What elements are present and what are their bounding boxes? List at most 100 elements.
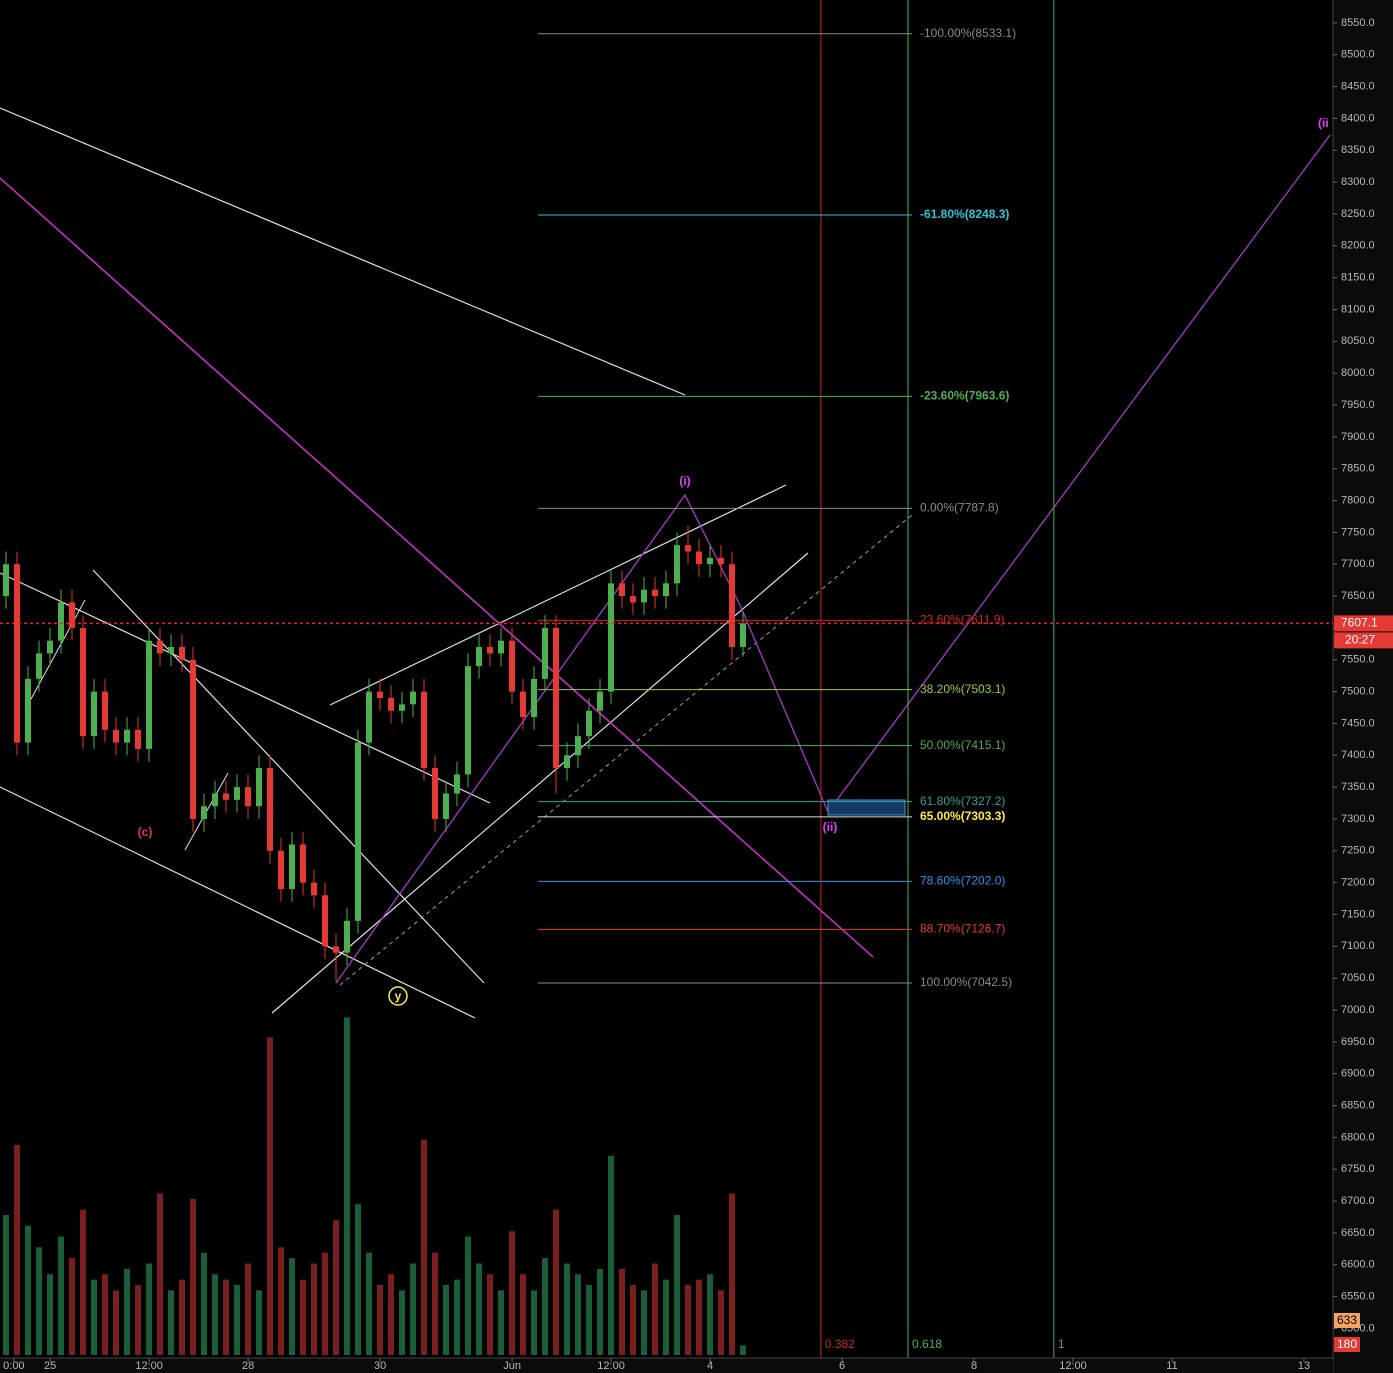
volume-bar bbox=[718, 1290, 724, 1355]
x-tick-label: 8 bbox=[971, 1360, 977, 1372]
x-tick-label: 13 bbox=[1298, 1360, 1310, 1372]
y-tick-label: 6650.0 bbox=[1341, 1227, 1375, 1239]
price-badge-label: 7607.1 bbox=[1341, 616, 1378, 630]
x-tick-label: 12:00 bbox=[597, 1360, 625, 1372]
volume-bar bbox=[179, 1279, 185, 1355]
price-badge bbox=[1334, 615, 1393, 632]
volume-bar bbox=[91, 1279, 97, 1355]
volume-bar bbox=[223, 1279, 229, 1355]
fib-label: -61.80%(8248.3) bbox=[920, 207, 1009, 221]
candle-body bbox=[498, 640, 504, 654]
volume-bar bbox=[190, 1198, 196, 1355]
volume-bar bbox=[377, 1285, 383, 1355]
fib-label: 100.00%(7042.5) bbox=[920, 975, 1012, 989]
y-tick-label: 8050.0 bbox=[1341, 335, 1375, 347]
y-tick-label: 7100.0 bbox=[1341, 940, 1375, 952]
last-volume-label: 180 bbox=[1337, 1337, 1357, 1351]
candle-body bbox=[256, 768, 262, 807]
volume-bar bbox=[597, 1268, 603, 1355]
x-axis-panel bbox=[0, 1358, 1333, 1373]
volume-bar bbox=[685, 1285, 691, 1355]
candle-body bbox=[531, 678, 537, 718]
candle-body bbox=[333, 946, 339, 953]
volume-bar bbox=[25, 1225, 31, 1355]
y-tick-label: 7900.0 bbox=[1341, 431, 1375, 443]
candle-body bbox=[124, 729, 130, 743]
fib-label: 78.60%(7202.0) bbox=[920, 874, 1005, 888]
y-tick-label: 7750.0 bbox=[1341, 526, 1375, 538]
y-tick-label: 8150.0 bbox=[1341, 272, 1375, 284]
candle-body bbox=[509, 640, 515, 692]
volume-bar bbox=[311, 1263, 317, 1355]
volume-bar bbox=[300, 1279, 306, 1355]
candle-body bbox=[366, 691, 372, 743]
candle-body bbox=[190, 659, 196, 819]
candle-body bbox=[223, 793, 229, 800]
volume-bar bbox=[520, 1274, 526, 1355]
volume-bar bbox=[146, 1263, 152, 1355]
y-tick-label: 8450.0 bbox=[1341, 81, 1375, 93]
y-tick-label: 6700.0 bbox=[1341, 1195, 1375, 1207]
volume-bar bbox=[443, 1285, 449, 1355]
y-tick-label: 7650.0 bbox=[1341, 590, 1375, 602]
x-tick-label: 6 bbox=[839, 1360, 845, 1372]
candle-body bbox=[47, 640, 53, 654]
y-tick-label: 7050.0 bbox=[1341, 972, 1375, 984]
volume-bar bbox=[465, 1236, 471, 1355]
volume-bar bbox=[476, 1263, 482, 1355]
candle-body bbox=[641, 589, 647, 603]
x-tick-label: 11 bbox=[1166, 1360, 1177, 1372]
candle-body bbox=[377, 691, 383, 698]
x-tick-label: 0:00 bbox=[3, 1360, 24, 1372]
candle-body bbox=[25, 678, 31, 743]
candle-body bbox=[311, 882, 317, 896]
volume-bar bbox=[157, 1193, 163, 1355]
volume-bar bbox=[366, 1252, 372, 1355]
volume-bar bbox=[509, 1231, 515, 1355]
candle-body bbox=[212, 793, 218, 807]
candle-body bbox=[443, 793, 449, 819]
volume-ma-badge bbox=[1334, 1313, 1360, 1328]
candle-body bbox=[58, 602, 64, 641]
fib-label: 38.20%(7503.1) bbox=[920, 682, 1005, 696]
y-tick-label: 7200.0 bbox=[1341, 877, 1375, 889]
candle-body bbox=[487, 647, 493, 654]
candle-body bbox=[707, 557, 713, 565]
candle-body bbox=[630, 596, 636, 603]
volume-bar bbox=[410, 1263, 416, 1355]
volume-bar bbox=[289, 1258, 295, 1355]
y-tick-label: 6950.0 bbox=[1341, 1036, 1375, 1048]
candle-body bbox=[36, 653, 42, 679]
y-tick-label: 6600.0 bbox=[1341, 1259, 1375, 1271]
candle-body bbox=[135, 729, 141, 749]
volume-bar bbox=[267, 1037, 273, 1355]
volume-bar bbox=[3, 1215, 9, 1355]
volume-bar bbox=[245, 1263, 251, 1355]
time-fib-label: 0.382 bbox=[825, 1337, 855, 1351]
fib-label: 23.60%(7611.9) bbox=[920, 613, 1005, 627]
volume-bar bbox=[619, 1268, 625, 1355]
y-tick-label: 6550.0 bbox=[1341, 1290, 1375, 1302]
volume-bar bbox=[201, 1252, 207, 1355]
volume-bar bbox=[487, 1274, 493, 1355]
trend-line bbox=[24, 599, 86, 711]
y-tick-label: 7500.0 bbox=[1341, 686, 1375, 698]
wave-label: (ii bbox=[1318, 116, 1329, 130]
candle-body bbox=[674, 545, 680, 584]
candle-body bbox=[729, 564, 735, 648]
y-tick-label: 7350.0 bbox=[1341, 781, 1375, 793]
candle-body bbox=[245, 787, 251, 807]
x-tick-label: 12:00 bbox=[135, 1360, 163, 1372]
volume-bar bbox=[674, 1215, 680, 1355]
y-tick-label: 6800.0 bbox=[1341, 1131, 1375, 1143]
candle-body bbox=[608, 583, 614, 692]
fib-label: 50.00%(7415.1) bbox=[920, 738, 1005, 752]
volume-bar bbox=[388, 1274, 394, 1355]
x-tick-label: 25 bbox=[44, 1360, 56, 1372]
volume-bar bbox=[322, 1252, 328, 1355]
volume-bar bbox=[663, 1279, 669, 1355]
y-tick-label: 7950.0 bbox=[1341, 399, 1375, 411]
volume-bar bbox=[498, 1290, 504, 1355]
y-tick-label: 8550.0 bbox=[1341, 17, 1375, 29]
candle-body bbox=[619, 583, 625, 597]
